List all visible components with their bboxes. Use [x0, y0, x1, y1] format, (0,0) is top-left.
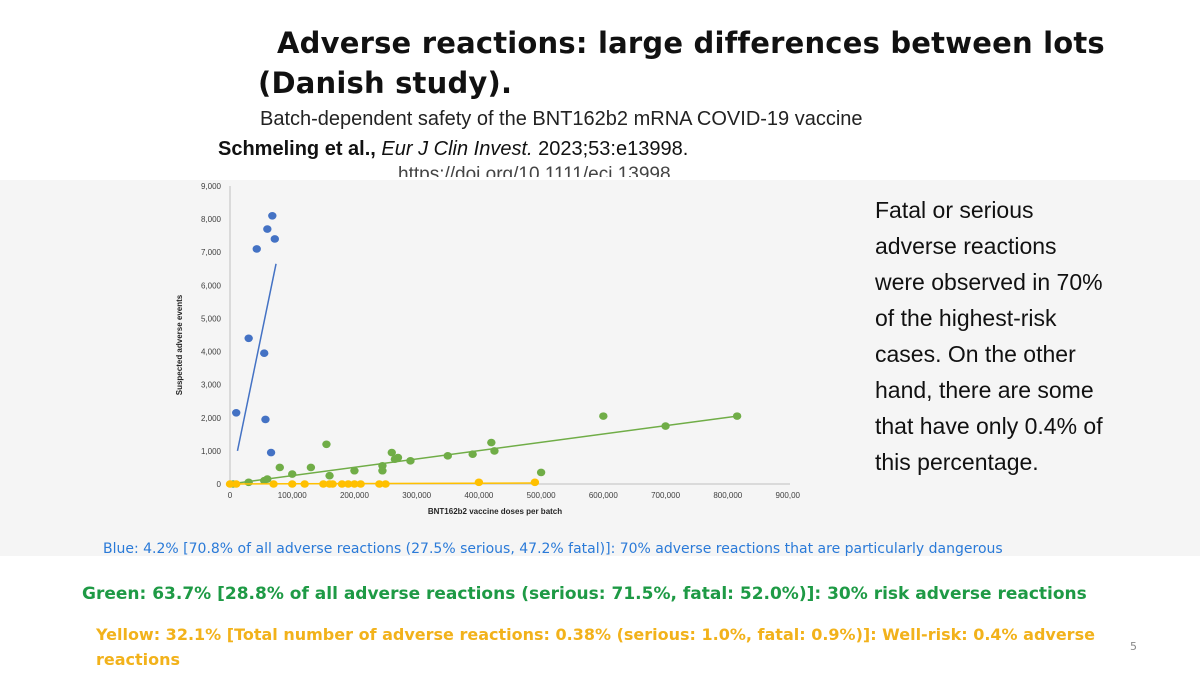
blue-data-point: [232, 409, 241, 417]
green-data-point: [244, 478, 253, 487]
green-data-point: [322, 440, 331, 449]
y-axis-title: Suspected adverse events: [175, 294, 184, 395]
citation-journal: Eur J Clin Invest.: [381, 138, 533, 160]
blue-data-point: [266, 448, 276, 457]
yellow-data-point: [300, 480, 309, 488]
x-tick-label: 200,000: [340, 491, 369, 500]
yellow-data-point: [269, 480, 278, 488]
yellow-data-point: [474, 478, 484, 487]
blue-data-point: [270, 235, 279, 243]
legend-blue-note: Blue: 4.2% [70.8% of all adverse reactio…: [103, 541, 1003, 557]
x-tick-label: 800,000: [713, 491, 742, 500]
y-tick-label: 1,000: [201, 447, 222, 456]
yellow-data-point: [328, 480, 337, 488]
y-tick-label: 9,000: [201, 182, 222, 191]
x-tick-label: 0: [228, 491, 233, 500]
green-data-point: [490, 447, 499, 455]
green-data-point: [275, 463, 284, 472]
x-tick-label: 700,000: [651, 491, 680, 500]
yellow-data-point: [350, 480, 359, 488]
green-trend-line: [229, 415, 738, 485]
y-tick-label: 5,000: [201, 314, 222, 323]
blue-data-point: [260, 349, 269, 358]
green-data-point: [468, 450, 477, 459]
x-tick-label: 500,000: [527, 491, 556, 500]
chart-background-band: [0, 180, 1200, 556]
green-data-point: [487, 438, 496, 447]
y-tick-label: 0: [217, 480, 222, 489]
yellow-data-point: [344, 480, 353, 488]
x-tick-label: 900,000: [776, 491, 800, 500]
y-tick-label: 6,000: [201, 281, 222, 290]
citation-volume: 2023;53:e13998.: [532, 138, 689, 160]
y-tick-label: 7,000: [201, 248, 222, 257]
y-tick-label: 8,000: [201, 215, 222, 224]
green-data-point: [599, 412, 608, 420]
slide-title-line-2: (Danish study).: [258, 66, 513, 100]
legend-yellow-note: Yellow: 32.1% [Total number of adverse r…: [96, 625, 1095, 669]
green-data-point: [536, 468, 546, 477]
citation: Schmeling et al., Eur J Clin Invest. 202…: [218, 138, 688, 161]
green-data-point: [378, 461, 387, 470]
slide-title-line-1: Adverse reactions: large differences bet…: [277, 26, 1105, 60]
blue-data-point: [252, 245, 261, 253]
x-tick-label: 400,000: [464, 491, 493, 500]
paper-title: Batch-dependent safety of the BNT162b2 m…: [260, 108, 863, 130]
x-tick-label: 100,000: [278, 491, 307, 500]
yellow-data-point: [381, 480, 390, 488]
yellow-data-point: [337, 480, 347, 488]
yellow-data-point: [319, 480, 328, 488]
blue-data-point: [263, 225, 272, 233]
yellow-data-point: [375, 480, 384, 488]
green-data-point: [406, 457, 415, 465]
green-data-point: [325, 471, 334, 480]
side-note: Fatal or serious adverse reactions were …: [875, 197, 1103, 475]
green-data-point: [306, 463, 316, 472]
scatter-chart: 0 1,000 2,000 3,000 4,000 5,000 6,000 7,000 8,00…: [175, 182, 800, 516]
page-number: 5: [1130, 640, 1137, 653]
green-data-point: [288, 470, 297, 478]
green-data-point: [661, 422, 670, 430]
blue-data-point: [244, 334, 253, 343]
yellow-data-point: [530, 478, 540, 487]
green-data-point: [393, 453, 403, 462]
y-tick-label: 2,000: [201, 414, 222, 423]
yellow-data-point: [288, 480, 297, 488]
yellow-data-point: [225, 480, 235, 488]
x-tick-label: 600,000: [589, 491, 618, 500]
x-tick-label: 300,000: [402, 491, 431, 500]
blue-data-point: [261, 415, 270, 424]
x-axis-title: BNT162b2 vaccine doses per batch: [428, 507, 562, 516]
blue-trend-line: [236, 263, 277, 452]
green-data-point: [350, 466, 359, 475]
doi-link[interactable]: https://doi.org/10.1111/eci.13998: [398, 164, 671, 177]
blue-data-point: [268, 212, 277, 220]
green-data-point: [443, 452, 452, 460]
green-data-point: [387, 448, 396, 457]
green-data-point: [732, 412, 742, 420]
yellow-data-point: [232, 480, 241, 488]
yellow-data-point: [356, 480, 365, 488]
legend-green-note: Green: 63.7% [28.8% of all adverse react…: [82, 584, 1087, 604]
green-data-point: [263, 475, 272, 483]
citation-authors: Schmeling et al.,: [218, 138, 376, 160]
y-tick-label: 4,000: [201, 348, 222, 357]
y-tick-label: 3,000: [201, 381, 222, 390]
